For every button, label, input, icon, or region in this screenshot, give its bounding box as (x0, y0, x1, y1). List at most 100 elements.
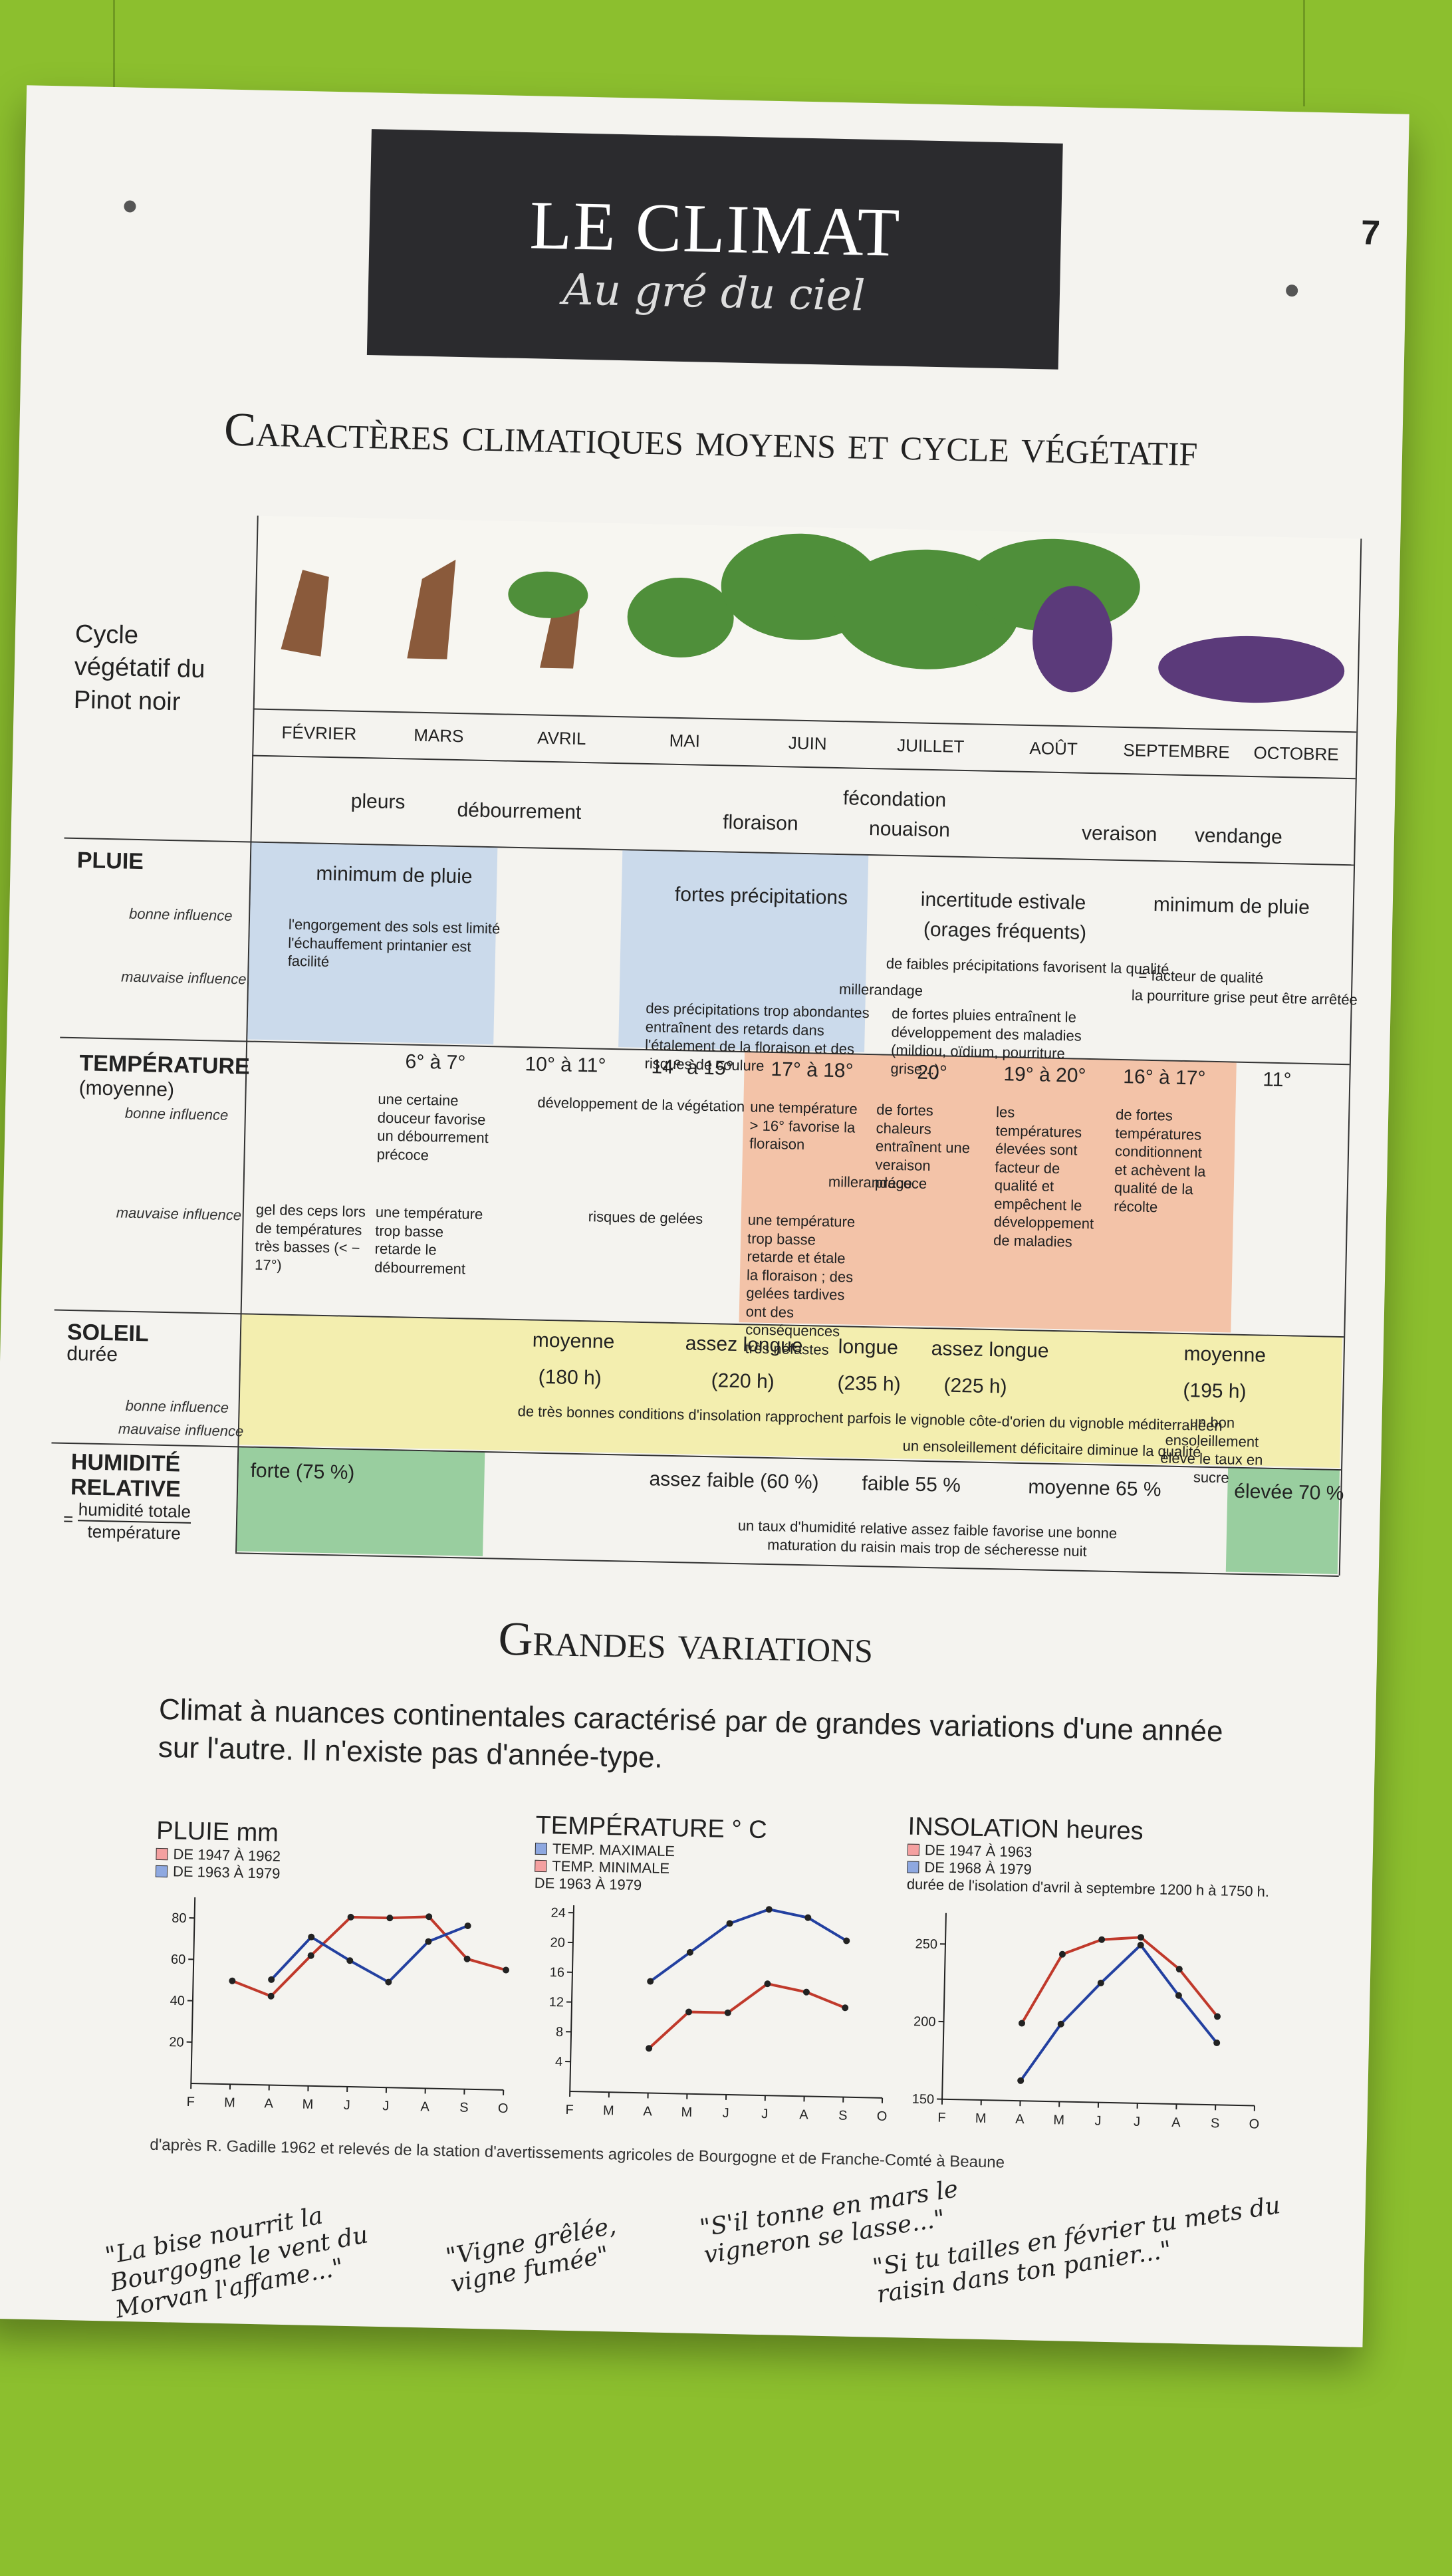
y-tick-label: 20 (169, 2035, 184, 2049)
month-label: AOÛT (1029, 738, 1078, 759)
y-tick-label: 12 (549, 1995, 564, 2010)
data-point (1019, 2020, 1026, 2027)
y-axis (569, 1905, 575, 2092)
data-point (1097, 1980, 1104, 1987)
chart-insolation-plot: 150 200 250 F M A M J J A S O (911, 1913, 1259, 2132)
humidite-elevee: élevée 70 % (1233, 1480, 1344, 1505)
x-tick-label: O (498, 2101, 509, 2116)
chart-temperature: TEMPÉRATURE ° C TEMP. MAXIMALE TEMP. MIN… (529, 1812, 908, 2139)
data-point (804, 1914, 812, 1921)
temperature-label: TEMPÉRATURE (79, 1050, 250, 1080)
temp-octobre: 11° (1262, 1068, 1292, 1092)
temperature-bonne-label: bonne influence (124, 1104, 229, 1123)
soleil-235: (235 h) (837, 1372, 901, 1396)
data-point (1175, 1992, 1182, 1999)
data-point (1017, 2077, 1025, 2084)
y-tick-label: 20 (550, 1935, 565, 1950)
data-point (1137, 1934, 1144, 1941)
chart-pluie: PLUIE mm DE 1947 À 1962 DE 1963 À 1979 2… (150, 1817, 529, 2131)
pluie-facteur: = facteur de qualité (1138, 967, 1264, 987)
vine-growth-illustration (253, 515, 1361, 732)
data-point (686, 1948, 693, 1956)
temperature-mauvaise-label: mauvaise influence (116, 1204, 242, 1224)
pluie-incertitude: incertitude estivale (920, 888, 1086, 914)
x-tick-label: F (186, 2095, 195, 2109)
y-tick-label: 4 (555, 2055, 563, 2069)
pluie-minimum-2: minimum de pluie (1153, 893, 1310, 919)
x-tick-label: M (1053, 2113, 1064, 2127)
phase-vendange: vendange (1194, 824, 1283, 849)
legend-label: DE 1947 À 1962 (173, 1845, 281, 1865)
soleil-195: (195 h) (1183, 1379, 1247, 1403)
data-point (843, 1937, 850, 1944)
humidite-assez-faible: assez faible (60 %) (649, 1468, 819, 1494)
data-point (464, 1922, 471, 1929)
main-title: Caractères climatiques moyens et cycle v… (223, 402, 1199, 477)
pluie-orages: (orages fréquents) (923, 918, 1087, 944)
data-point (646, 2045, 653, 2052)
chart-temperature-plot: 4 8 12 16 20 24 F M A M J J A S O (549, 1905, 888, 2124)
month-label: MARS (414, 725, 464, 747)
formula-numerator: humidité totale (78, 1499, 191, 1524)
data-point (346, 1957, 354, 1964)
soleil-bonne-label: bonne influence (125, 1397, 229, 1417)
y-tick-label: 80 (172, 1911, 187, 1926)
pin-left (124, 200, 136, 213)
cycle-label: Cycle végétatif du Pinot noir (73, 620, 205, 717)
data-point (842, 2004, 849, 2012)
temp-juin: 17° à 18° (771, 1058, 854, 1082)
soleil-220: (220 h) (711, 1369, 775, 1393)
temp-juin-text: une température > 16° favorise la florai… (749, 1098, 858, 1153)
data-point (1098, 1936, 1106, 1943)
month-label: JUIN (788, 733, 827, 754)
pluie-fortes: fortes précipitations (674, 883, 848, 909)
data-point (347, 1913, 354, 1921)
chart-insolation: INSOLATION heures DE 1947 À 1963 DE 1968… (902, 1813, 1320, 2147)
data-point (425, 1913, 433, 1921)
legend-label: DE 1968 À 1979 (924, 1859, 1032, 1878)
data-point (724, 2009, 731, 2016)
section2-title: Grandes variations (497, 1611, 874, 1673)
phase-nouaison: nouaison (868, 817, 951, 842)
temperature-label-2: (moyenne) (78, 1077, 175, 1102)
month-label: SEPTEMBRE (1123, 739, 1231, 762)
x-tick-label: M (681, 2105, 692, 2120)
pluie-millerandage: millerandage (838, 981, 923, 999)
pluie-bonne-label: bonne influence (128, 905, 233, 924)
intro-text: Climat à nuances continentales caractéri… (158, 1693, 1223, 1774)
x-tick-label: M (224, 2095, 235, 2110)
legend-swatch-red (535, 1859, 547, 1873)
data-point (765, 1906, 773, 1913)
legend-swatch-red (907, 1843, 920, 1856)
temperature-label-text: TEMPÉRATURE (79, 1050, 251, 1080)
y-tick-label: 8 (556, 2025, 564, 2040)
data-point (1058, 1950, 1066, 1958)
banner-title: LE CLIMAT (529, 187, 902, 271)
month-label: AVRIL (537, 727, 586, 749)
humidite-label-2: RELATIVE (70, 1474, 181, 1502)
chart-pluie-plot: 20 40 60 80 F M A M J J A S O (169, 1897, 510, 2116)
humidite-forte: forte (75 %) (250, 1459, 355, 1484)
data-point (425, 1938, 432, 1945)
legend-label: TEMP. MAXIMALE (552, 1840, 675, 1860)
data-point (308, 1933, 315, 1940)
temp-aout-text: les températures élevées sont facteur de… (993, 1104, 1094, 1250)
y-axis (941, 1913, 947, 2099)
legend-swatch-blue (535, 1842, 548, 1855)
x-tick-label: S (459, 2101, 469, 2115)
series-line (1021, 1936, 1219, 2024)
x-tick-label: S (838, 2108, 848, 2123)
x-tick-label: A (264, 2096, 273, 2111)
soleil-mauvaise-label: mauvaise influence (118, 1420, 244, 1440)
temp-mars-text: une certaine douceur favorise un débourr… (376, 1090, 489, 1163)
temp-mai: 14° à 15° (651, 1056, 734, 1080)
pluie-faibles: de faibles précipitations favorisent la … (886, 955, 1169, 978)
x-tick-label: A (799, 2107, 808, 2122)
x-tick-label: J (722, 2106, 729, 2121)
title-banner: LE CLIMAT Au gré du ciel (366, 129, 1063, 370)
formula-equals: = (62, 1508, 78, 1530)
y-tick-label: 150 (911, 2092, 934, 2107)
x-tick-label: M (975, 2111, 987, 2126)
temp-sept-text: de fortes températures conditionnent et … (1114, 1106, 1206, 1215)
page-number: 7 (1360, 213, 1381, 253)
